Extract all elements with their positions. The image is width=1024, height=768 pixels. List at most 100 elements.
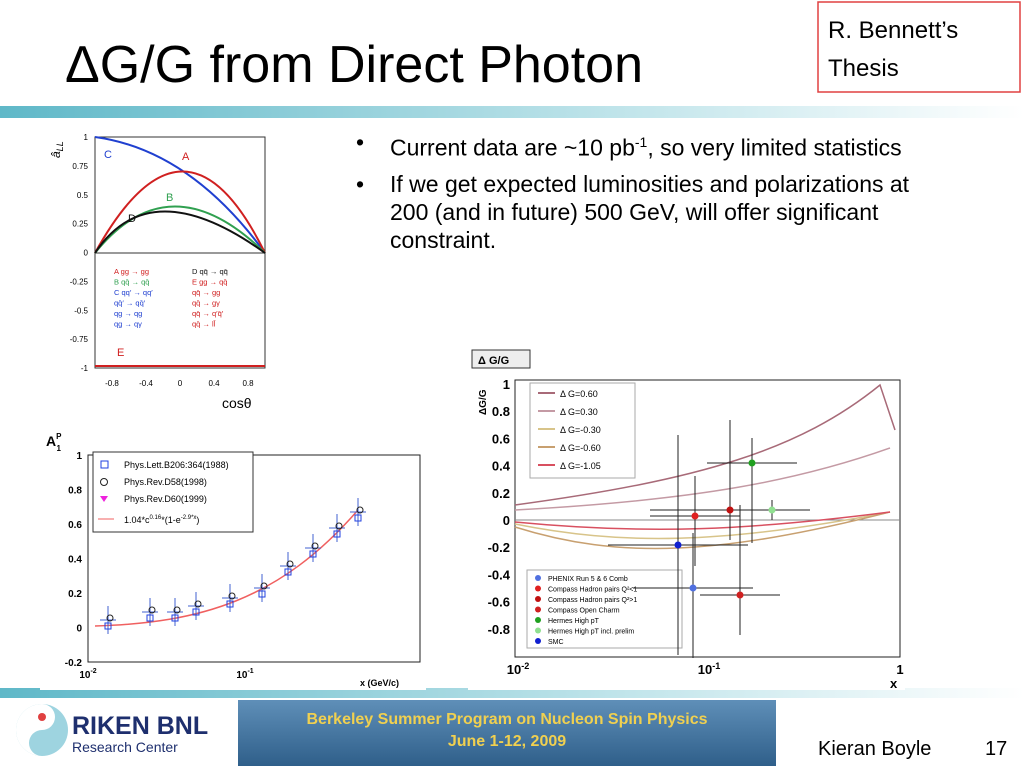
superscript: -1 bbox=[634, 134, 648, 150]
slide-title: ΔG/G from Direct Photon bbox=[65, 36, 643, 94]
data-point bbox=[689, 584, 697, 592]
y-tick-label: 0.75 bbox=[72, 162, 88, 171]
legend-text: SMC bbox=[548, 639, 564, 646]
note-line: R. Bennett’s bbox=[828, 17, 958, 44]
figure-asymmetry: AP 110.80.60.40.20-0.210-2 10-1x (GeV/c)Ph… bbox=[40, 424, 426, 690]
x-tick-label: -0.8 bbox=[105, 379, 119, 388]
banner bbox=[238, 700, 776, 766]
tick-base: 10 bbox=[507, 662, 521, 677]
data-point bbox=[311, 542, 319, 550]
formula-part: *(1-e bbox=[161, 515, 181, 525]
legend-marker bbox=[535, 638, 541, 644]
legend-marker bbox=[100, 496, 108, 502]
y-tick-label: 1 bbox=[76, 451, 82, 462]
y-tick-label: 0.2 bbox=[68, 589, 82, 600]
y-tick-label: -0.75 bbox=[70, 335, 89, 344]
figure-subprocess: 1 0.75 0.5 0.25 0 -0.25 -0.5 -0.75 -1 -0.8 -0.4 0 0.… bbox=[45, 125, 277, 411]
data-point bbox=[333, 530, 341, 538]
legend-text: PHENIX Run 5 & 6 Comb bbox=[548, 576, 628, 583]
title-sub: 1 bbox=[56, 444, 61, 453]
fit-curve bbox=[94, 509, 359, 627]
data-point bbox=[768, 506, 776, 514]
data-point bbox=[748, 459, 756, 467]
bullet-list: Current data are ~10 pb-1, so very limit… bbox=[350, 128, 910, 262]
formula-part: ) bbox=[196, 515, 199, 525]
data-point bbox=[192, 608, 200, 616]
y-tick-label: 0.8 bbox=[68, 486, 82, 497]
x-axis-label: cosθ bbox=[222, 395, 252, 411]
y-tick-label: -0.4 bbox=[488, 567, 511, 582]
data-point bbox=[148, 606, 156, 614]
data-point bbox=[171, 614, 179, 622]
data-point bbox=[356, 506, 364, 514]
legend-marker bbox=[535, 596, 541, 602]
bullet-text: Current data are ~10 pb bbox=[390, 134, 635, 161]
legend-marker bbox=[100, 460, 109, 469]
x-tick-label: -0.4 bbox=[139, 379, 153, 388]
y-tick-label: -0.25 bbox=[70, 277, 89, 286]
x-tick-label: 1 bbox=[896, 662, 903, 677]
label-sub: LL bbox=[55, 141, 65, 151]
figure-frame bbox=[45, 125, 277, 411]
y-tick-label: 0.8 bbox=[492, 404, 510, 419]
logo-sub: Research Center bbox=[72, 739, 178, 755]
bullet-text: If we get expected luminosities and pola… bbox=[390, 170, 910, 253]
tick-base: 10 bbox=[698, 662, 712, 677]
process-label: qq̄ → ll̄ bbox=[192, 320, 216, 329]
presenter: Kieran Boyle bbox=[818, 738, 931, 760]
x-tick-label: 10-2 bbox=[79, 668, 96, 681]
banner-line: Berkeley Summer Program on Nucleon Spin … bbox=[306, 711, 707, 728]
y-tick-label: 0 bbox=[84, 249, 89, 258]
y-tick-label: 1 bbox=[503, 377, 510, 392]
tick-exponent: -1 bbox=[247, 668, 253, 675]
plot-frame bbox=[87, 454, 421, 663]
model-curve bbox=[514, 447, 891, 511]
legend-text: Δ G=-0.30 bbox=[560, 425, 601, 435]
superscript: 0.16 bbox=[150, 515, 162, 521]
y-axis-label: âLL bbox=[49, 141, 65, 158]
data-point bbox=[736, 591, 744, 599]
legend-marker bbox=[535, 575, 541, 581]
process-label: B qq̄ → qq̄ bbox=[114, 278, 149, 287]
data-point bbox=[228, 592, 236, 600]
data-point bbox=[335, 522, 343, 530]
curve-label: E bbox=[117, 347, 124, 359]
process-label: E gg → qq̄ bbox=[192, 278, 227, 287]
label-main: â bbox=[49, 151, 63, 158]
bullet-text: , so very limited statistics bbox=[647, 134, 902, 161]
legend-marker bbox=[535, 606, 541, 613]
process-label: A gg → gg bbox=[114, 267, 149, 276]
legend-text: Δ G=0.30 bbox=[560, 407, 598, 417]
legend-text: Δ G=0.60 bbox=[560, 389, 598, 399]
data-point bbox=[674, 541, 682, 549]
y-tick-label: -1 bbox=[81, 364, 89, 373]
legend-text: Δ G=-1.05 bbox=[560, 461, 601, 471]
bullet: Current data are ~10 pb-1, so very limit… bbox=[350, 128, 910, 162]
data-point bbox=[286, 560, 294, 568]
y-tick-label: -0.6 bbox=[488, 595, 510, 610]
x-axis-label: x bbox=[890, 676, 898, 691]
y-tick-label: -0.2 bbox=[488, 540, 510, 555]
data-point bbox=[194, 600, 202, 608]
bullet: If we get expected luminosities and pola… bbox=[350, 170, 910, 254]
tick-base: 10 bbox=[236, 670, 248, 681]
legend-text: Compass Hadron pairs Q²<1 bbox=[548, 587, 637, 594]
y-tick-label: -0.2 bbox=[65, 658, 83, 669]
data-point bbox=[173, 606, 181, 614]
logo-name: RIKEN BNL bbox=[72, 712, 208, 740]
tick-exponent: -1 bbox=[712, 661, 720, 671]
x-axis-label: x (GeV/c) bbox=[360, 678, 399, 688]
process-label: qg → qγ bbox=[114, 320, 142, 329]
note-box bbox=[817, 1, 1021, 93]
x-tick-label: 10-1 bbox=[236, 668, 253, 681]
process-label: qq̄ → gγ bbox=[192, 299, 220, 308]
x-tick-label: 0.4 bbox=[208, 379, 220, 388]
curve-label: C bbox=[104, 149, 112, 161]
curve-label: A bbox=[182, 151, 190, 163]
x-tick-label: 10-1 bbox=[698, 661, 721, 677]
title-main: A bbox=[46, 433, 56, 449]
legend-text: Phys.Rev.D58(1998) bbox=[124, 477, 207, 487]
model-curve bbox=[514, 383, 896, 506]
legend-marker bbox=[535, 617, 541, 623]
y-tick-label: 0.4 bbox=[492, 459, 511, 474]
